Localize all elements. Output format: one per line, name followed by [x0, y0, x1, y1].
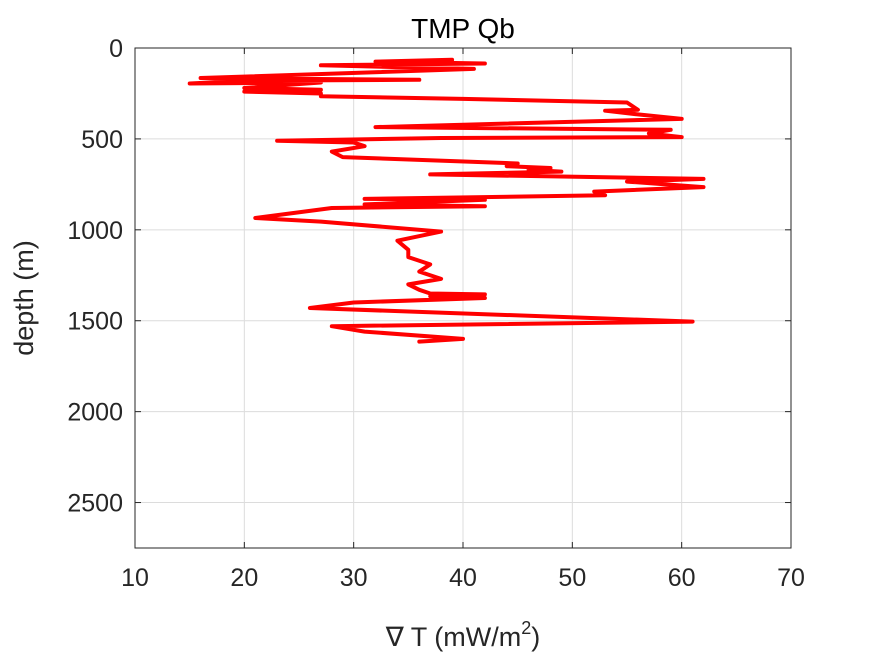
y-tick-label: 2000 [67, 399, 123, 427]
x-tick-label: 10 [121, 564, 149, 592]
x-tick-label: 20 [230, 564, 258, 592]
y-tick-label: 1000 [67, 217, 123, 245]
y-axis-label: depth (m) [9, 240, 39, 356]
x-tick-label: 50 [558, 564, 586, 592]
chart-title: TMP Qb [411, 13, 515, 44]
x-tick-label: 70 [777, 564, 805, 592]
y-tick-label: 2500 [67, 490, 123, 518]
x-axis-label-superscript: 2 [521, 618, 531, 638]
y-tick-label: 500 [81, 126, 123, 154]
y-axis-ticks: 0 500 1000 1500 2000 2500 [67, 35, 791, 518]
y-tick-label: 0 [109, 35, 123, 63]
series-layer [187, 57, 706, 344]
x-axis-label-close: ) [531, 622, 540, 652]
x-tick-label: 40 [449, 564, 477, 592]
x-axis-ticks: 10 20 30 40 50 60 70 [121, 48, 805, 592]
y-tick-label: 1500 [67, 308, 123, 336]
x-tick-label: 60 [668, 564, 696, 592]
x-tick-label: 30 [340, 564, 368, 592]
x-axis-label: ∇ T (mW/m2) [385, 618, 541, 652]
x-axis-label-main: ∇ T (mW/m [385, 622, 522, 652]
series-line [187, 57, 706, 344]
